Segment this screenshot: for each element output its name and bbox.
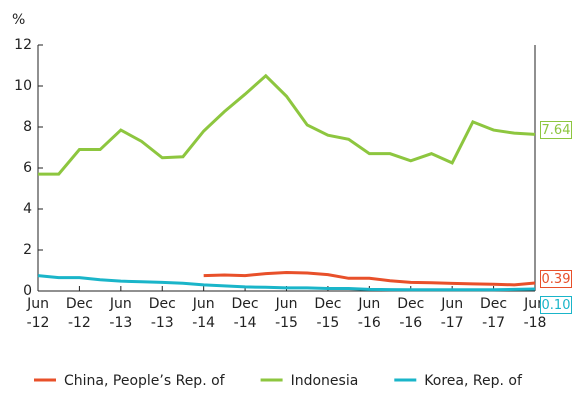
x-tick-label: Dec -16 [397, 296, 425, 331]
line [203, 271, 536, 287]
legend-label: Indonesia [291, 373, 359, 389]
x-tick-label: Jun -16 [357, 296, 381, 331]
end-label: 0.10 [540, 296, 572, 314]
x-tick-label: Jun -15 [275, 296, 298, 331]
x-tick-label: Dec -15 [314, 296, 342, 331]
line [38, 73, 536, 176]
y-tick-label: 2 [23, 242, 32, 258]
y-tick-label: 4 [23, 201, 32, 217]
x-tick-label: Jun -17 [440, 296, 464, 331]
x-tick-label: Dec -12 [65, 296, 93, 331]
x-tick-label: Dec -13 [148, 296, 176, 331]
x-tick-label: Dec -17 [480, 296, 508, 331]
x-tick-label: Jun -14 [192, 296, 216, 331]
legend-label: Korea, Rep. of [424, 373, 523, 389]
end-label: 0.39 [540, 270, 572, 288]
y-tick-label: 6 [23, 160, 32, 176]
y-tick-label: 8 [23, 119, 32, 135]
y-tick-label: 10 [14, 78, 32, 94]
y-tick-label: 12 [14, 37, 32, 53]
line [37, 274, 536, 292]
y-tick-label: 0 [23, 283, 32, 299]
x-tick-label: Jun -13 [109, 296, 133, 331]
y-axis-label: % [12, 12, 25, 28]
x-tick-label: Dec -14 [231, 296, 259, 331]
legend-label: China, People’s Rep. of [64, 373, 226, 389]
end-label: 7.64 [540, 121, 572, 140]
x-tick-label: Jun -12 [26, 296, 50, 331]
